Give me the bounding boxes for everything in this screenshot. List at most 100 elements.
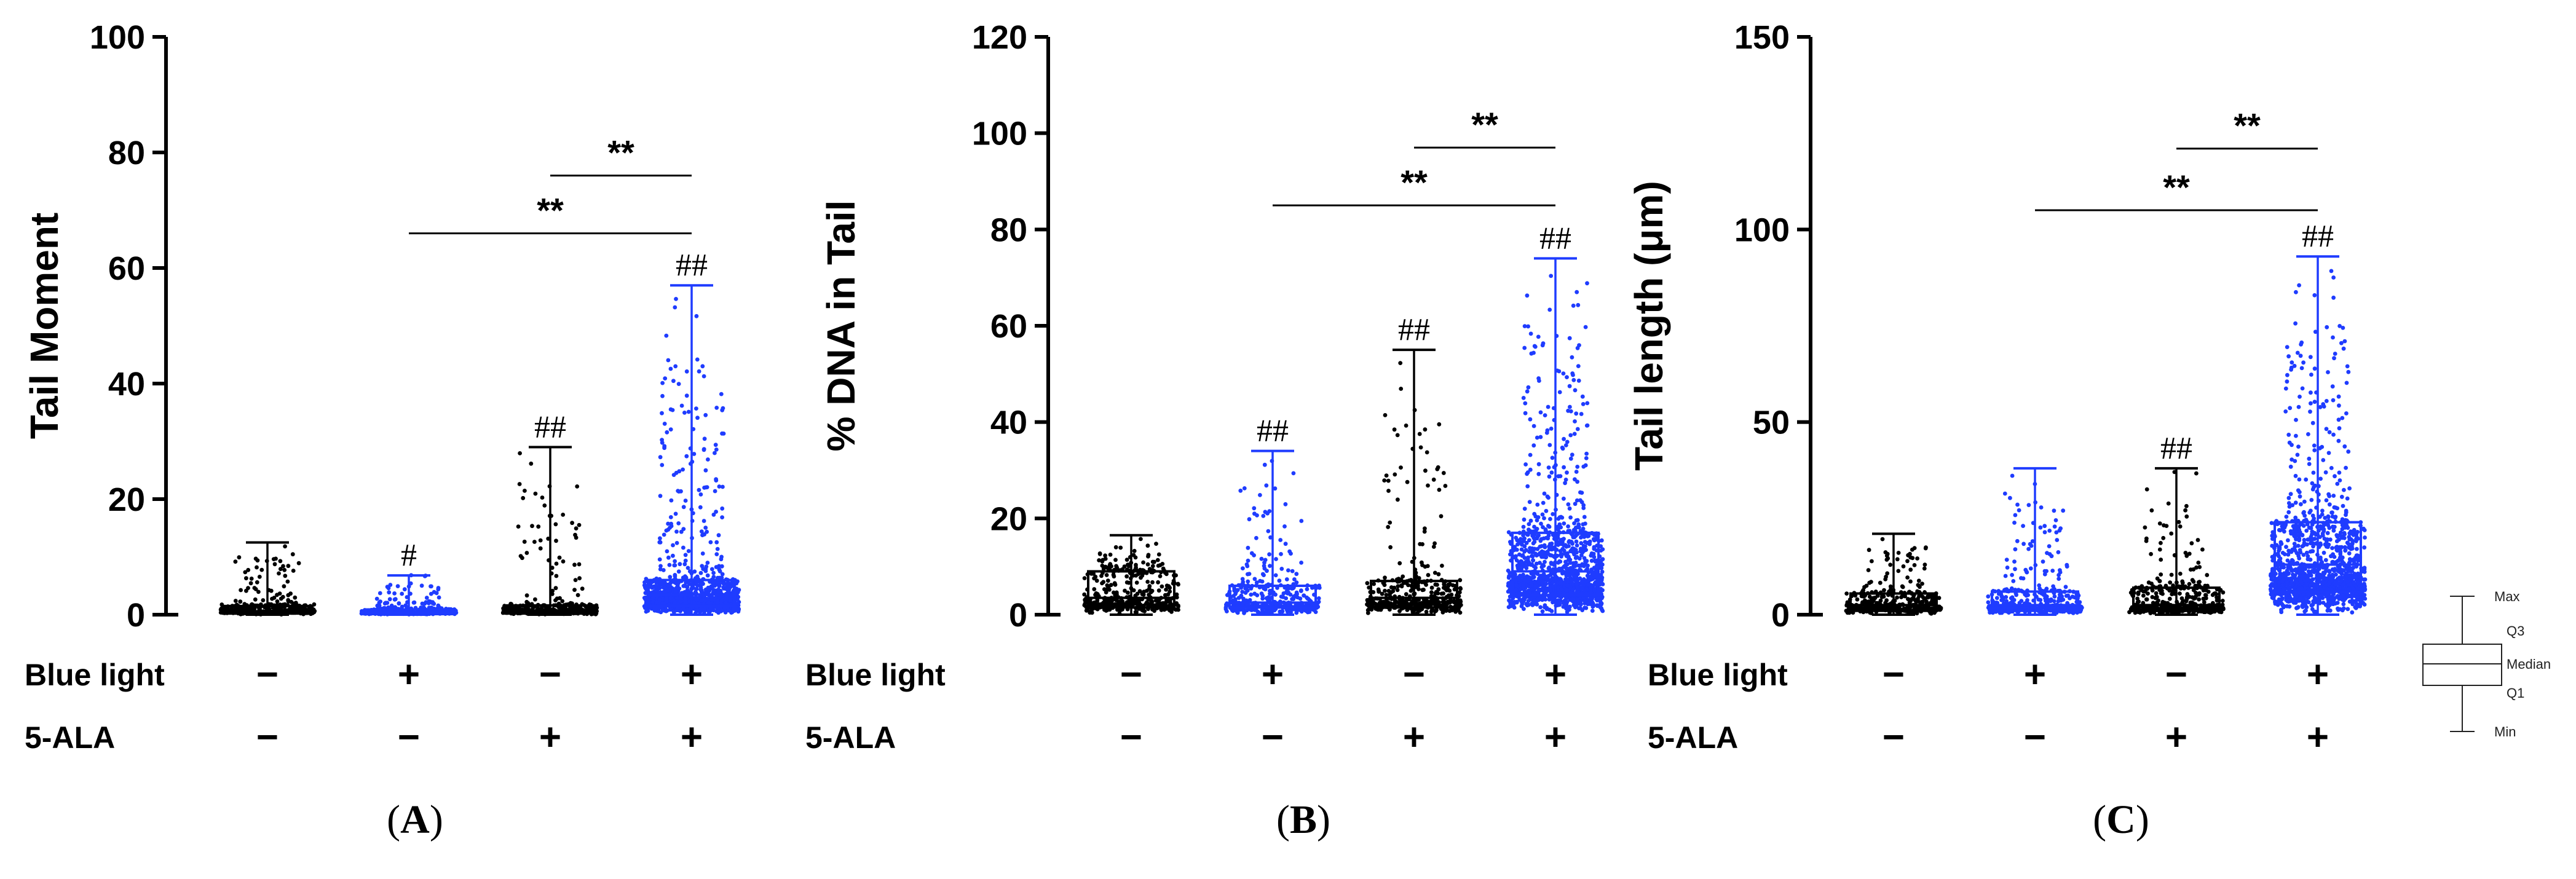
data-point	[1243, 590, 1248, 595]
data-point	[720, 572, 725, 577]
data-point	[705, 573, 710, 578]
data-point	[662, 589, 666, 594]
data-point	[1316, 596, 1321, 601]
data-point	[675, 586, 680, 591]
data-point	[1446, 582, 1451, 587]
data-point	[1299, 561, 1304, 565]
data-point	[1528, 452, 1533, 457]
data-point	[721, 581, 726, 586]
data-point	[714, 552, 719, 556]
data-point	[671, 553, 675, 558]
data-point	[1581, 402, 1586, 406]
data-point	[714, 406, 719, 410]
data-point	[1452, 587, 1457, 592]
data-point	[651, 599, 655, 604]
data-point	[1576, 364, 1581, 368]
data-point	[1568, 540, 1573, 544]
data-point	[1264, 483, 1269, 488]
data-point	[1546, 495, 1551, 500]
data-point	[1399, 465, 1403, 470]
data-point	[714, 565, 719, 569]
data-point	[1418, 445, 1423, 450]
data-point	[668, 585, 673, 589]
data-point	[665, 549, 670, 554]
data-point	[1294, 580, 1299, 585]
data-point	[1158, 563, 1163, 567]
data-point	[270, 596, 274, 601]
data-point	[1565, 470, 1569, 475]
data-point	[574, 535, 579, 540]
data-point	[684, 369, 689, 374]
data-point	[293, 595, 298, 600]
data-point	[1154, 542, 1158, 546]
data-point	[1584, 605, 1589, 610]
data-point	[1533, 344, 1538, 349]
data-point	[1148, 601, 1153, 606]
data-point	[1139, 537, 1143, 542]
data-point	[705, 561, 710, 565]
data-point	[1105, 578, 1110, 583]
data-point	[1139, 575, 1143, 580]
data-point	[524, 593, 529, 598]
y-tick-label: 40	[108, 366, 145, 403]
data-point	[1447, 600, 1452, 605]
data-point	[1573, 564, 1578, 568]
data-point	[257, 575, 262, 579]
data-point	[1575, 427, 1580, 432]
data-point	[1262, 586, 1266, 591]
data-point	[1585, 281, 1589, 286]
data-point	[1424, 450, 1429, 455]
data-point	[1264, 596, 1269, 601]
data-point	[1543, 559, 1547, 564]
data-point	[530, 524, 534, 529]
data-point	[296, 561, 301, 566]
data-point	[283, 574, 288, 578]
data-point	[557, 555, 562, 560]
data-point	[272, 562, 277, 567]
data-point	[275, 593, 279, 597]
data-point	[377, 591, 382, 596]
data-point	[517, 482, 522, 486]
data-point	[1252, 577, 1257, 581]
data-point	[1424, 609, 1429, 614]
data-point	[723, 610, 728, 615]
data-point	[1546, 404, 1551, 409]
data-point	[1223, 607, 1228, 612]
data-point	[1582, 514, 1587, 519]
data-point	[1568, 515, 1573, 520]
data-point	[673, 589, 678, 593]
data-point	[255, 565, 259, 570]
data-point	[1591, 537, 1596, 542]
data-point	[1589, 558, 1594, 563]
data-point	[1397, 561, 1402, 566]
data-point	[1443, 484, 1448, 488]
data-point	[1156, 552, 1161, 557]
data-point	[717, 484, 722, 489]
data-point	[650, 595, 655, 600]
data-point	[681, 527, 686, 531]
significance-hash: ##	[1257, 414, 1289, 449]
data-point	[1265, 569, 1269, 574]
data-point	[1316, 599, 1321, 604]
data-point	[720, 408, 725, 412]
data-point	[694, 313, 699, 318]
data-point	[1570, 355, 1574, 360]
data-point	[278, 559, 283, 564]
data-point	[419, 583, 424, 588]
data-point	[714, 595, 718, 600]
data-point	[1106, 585, 1111, 590]
data-point	[1525, 558, 1530, 562]
data-point	[1416, 586, 1421, 591]
iqr-box	[506, 604, 595, 615]
data-point	[673, 305, 678, 310]
data-point	[1437, 487, 1442, 492]
data-point	[575, 593, 580, 597]
data-point	[698, 492, 703, 497]
y-tick-label: 120	[972, 19, 1027, 56]
data-point	[282, 567, 287, 572]
data-point	[554, 561, 559, 566]
data-point	[1260, 579, 1265, 584]
data-point	[668, 596, 673, 601]
